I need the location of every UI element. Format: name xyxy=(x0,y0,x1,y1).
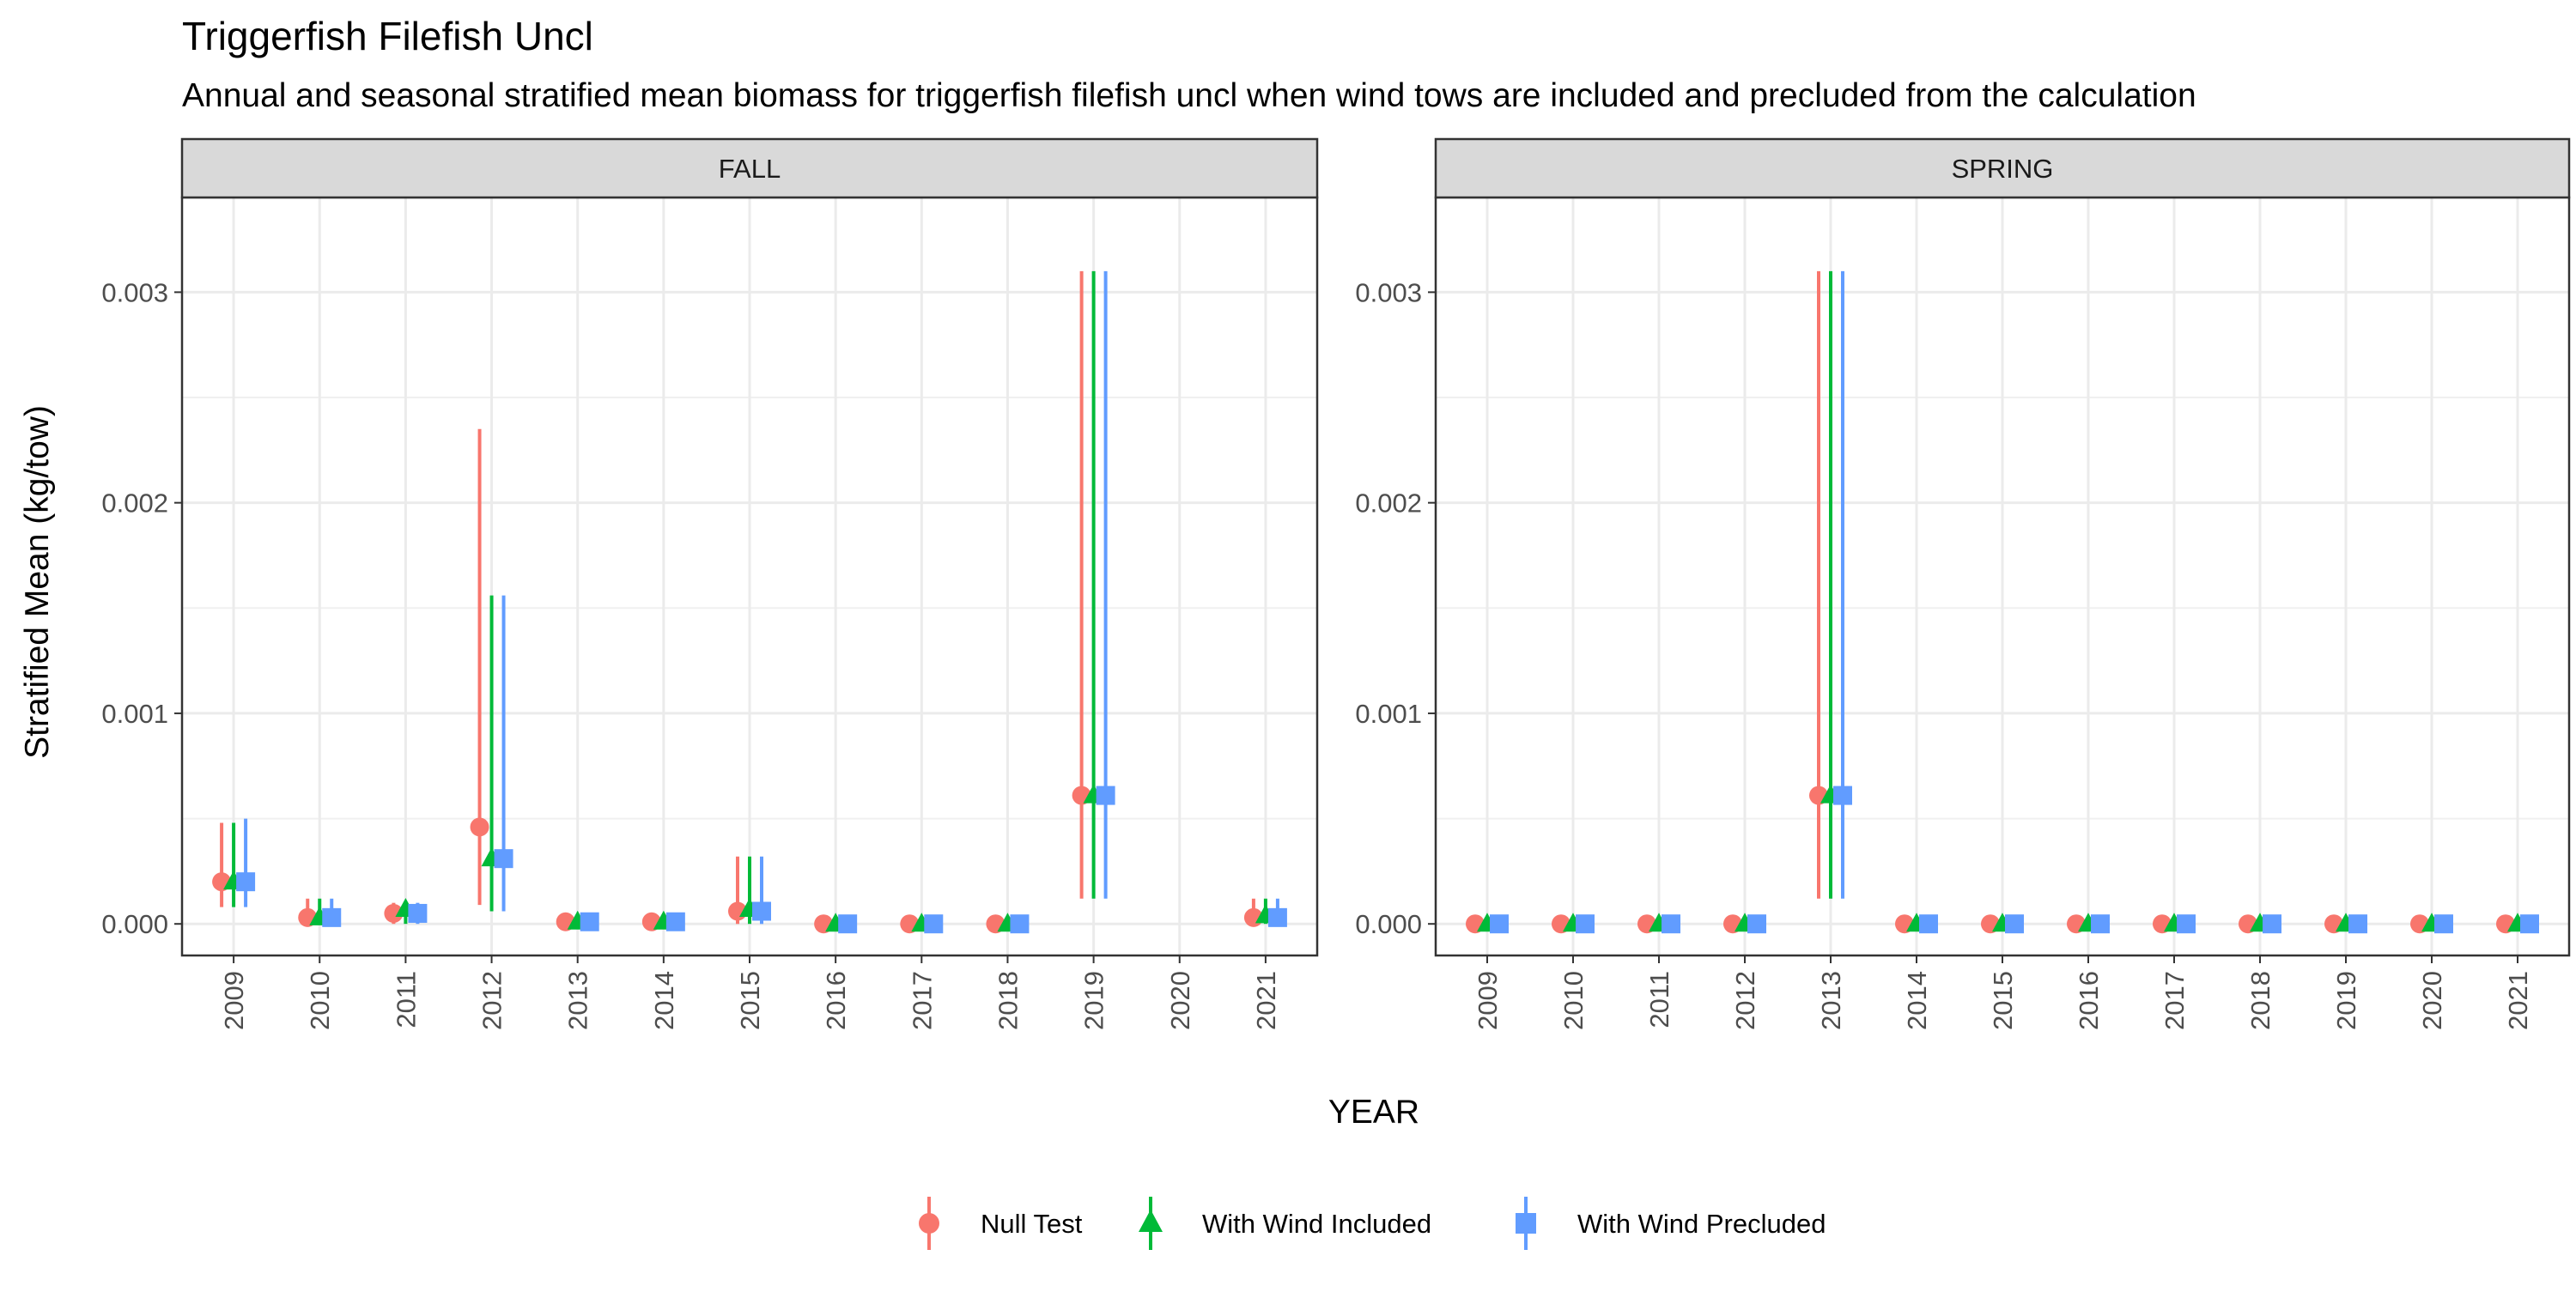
legend: Null Test With Wind Included With Wind Pre… xyxy=(919,1197,1826,1250)
x-tick-label: 2009 xyxy=(219,971,249,1030)
chart-subtitle: Annual and seasonal stratified mean biom… xyxy=(182,77,2196,114)
data-point xyxy=(470,817,489,837)
series-with-wind-precluded xyxy=(1490,270,2539,934)
legend-item-with-wind-precluded: With Wind Precluded xyxy=(1516,1197,1826,1250)
data-point xyxy=(322,907,342,927)
legend-key-marker xyxy=(1139,1210,1163,1232)
x-tick-label: 2014 xyxy=(1902,971,1932,1030)
x-tick-label: 2013 xyxy=(563,971,593,1030)
data-point xyxy=(752,901,771,921)
x-tick-label: 2011 xyxy=(391,971,421,1028)
data-point xyxy=(665,912,685,931)
x-tick-label: 2019 xyxy=(2331,971,2361,1030)
x-tick-label: 2020 xyxy=(1165,971,1195,1030)
x-tick-label: 2012 xyxy=(477,971,507,1030)
y-axis-title: Stratified Mean (kg/tow) xyxy=(19,405,56,759)
facet-strip xyxy=(1434,137,2571,199)
chart-title: Triggerfish Filefish Uncl xyxy=(182,14,593,58)
legend-key-marker xyxy=(1516,1213,1536,1234)
panel-spring: 0.000 0.001 0.002 0.003 2009 2010 2011 2012 2013… xyxy=(1355,137,2571,1030)
facet-strip xyxy=(180,137,1319,199)
x-tick-label: 2018 xyxy=(993,971,1023,1030)
data-point xyxy=(1919,914,1938,934)
data-point xyxy=(1662,914,1680,934)
data-point xyxy=(1490,914,1509,934)
data-point xyxy=(2348,914,2367,934)
x-tick-label: 2016 xyxy=(821,971,851,1030)
data-point xyxy=(1010,914,1030,934)
data-point xyxy=(1747,914,1766,934)
data-point xyxy=(2005,914,2024,934)
x-tick-label: 2010 xyxy=(1558,971,1589,1030)
x-tick-label: 2012 xyxy=(1730,971,1760,1030)
series-with-wind-precluded xyxy=(236,270,1287,934)
facet-strip-label: SPRING xyxy=(1952,154,2054,184)
data-point xyxy=(384,903,404,923)
legend-key-marker xyxy=(919,1213,939,1234)
data-point xyxy=(838,914,858,934)
legend-item-null-test: Null Test xyxy=(919,1197,1083,1250)
x-tick-label: 2017 xyxy=(2160,971,2190,1030)
data-point xyxy=(580,912,599,931)
legend-item-with-wind-included: With Wind Included xyxy=(1139,1197,1431,1250)
x-tick-label: 2017 xyxy=(907,971,937,1030)
data-point xyxy=(2091,914,2110,934)
x-tick-label: 2011 xyxy=(1644,971,1674,1028)
x-tick-label: 2018 xyxy=(2245,971,2275,1030)
data-point xyxy=(924,914,944,934)
y-tick-label: 0.001 xyxy=(1355,699,1422,729)
x-tick-label: 2020 xyxy=(2417,971,2447,1030)
data-point xyxy=(1096,786,1115,805)
legend-label: With Wind Included xyxy=(1202,1209,1431,1239)
x-tick-label: 2014 xyxy=(649,971,679,1030)
data-point xyxy=(2263,914,2281,934)
y-tick-label: 0.002 xyxy=(101,488,168,519)
data-point xyxy=(236,872,256,892)
x-tick-label: 2009 xyxy=(1473,971,1503,1030)
facet-strip-label: FALL xyxy=(719,154,781,184)
data-point xyxy=(1576,914,1595,934)
panels-layer: 0.000 0.001 0.002 0.003 2009 2010 2011 2012 2013… xyxy=(101,137,2571,1030)
data-point xyxy=(2177,914,2196,934)
x-tick-label: 2021 xyxy=(2503,971,2533,1030)
legend-label: With Wind Precluded xyxy=(1577,1209,1826,1239)
data-point xyxy=(1833,786,1852,805)
x-tick-label: 2013 xyxy=(1816,971,1846,1030)
x-tick-label: 2010 xyxy=(305,971,335,1030)
data-point xyxy=(494,849,513,869)
y-tick-label: 0.003 xyxy=(1355,277,1422,307)
x-tick-label: 2019 xyxy=(1079,971,1109,1030)
y-tick-label: 0.002 xyxy=(1355,488,1422,519)
legend-label: Null Test xyxy=(981,1209,1083,1239)
y-tick-label: 0.003 xyxy=(101,277,168,307)
y-tick-label: 0.000 xyxy=(1355,909,1422,939)
x-tick-label: 2016 xyxy=(2074,971,2104,1030)
x-tick-label: 2021 xyxy=(1251,971,1281,1030)
panel-fall: 0.000 0.001 0.002 0.003 2009 2010 2011 2012 2013… xyxy=(101,137,1319,1030)
x-tick-label: 2015 xyxy=(1988,971,2018,1030)
y-tick-label: 0.001 xyxy=(101,699,168,729)
x-axis-title: YEAR xyxy=(1328,1094,1419,1131)
x-tick-label: 2015 xyxy=(735,971,765,1030)
data-point xyxy=(2520,914,2539,934)
data-point xyxy=(2434,914,2453,934)
y-tick-label: 0.000 xyxy=(101,909,168,939)
data-point xyxy=(1267,907,1287,927)
data-point xyxy=(408,903,428,923)
